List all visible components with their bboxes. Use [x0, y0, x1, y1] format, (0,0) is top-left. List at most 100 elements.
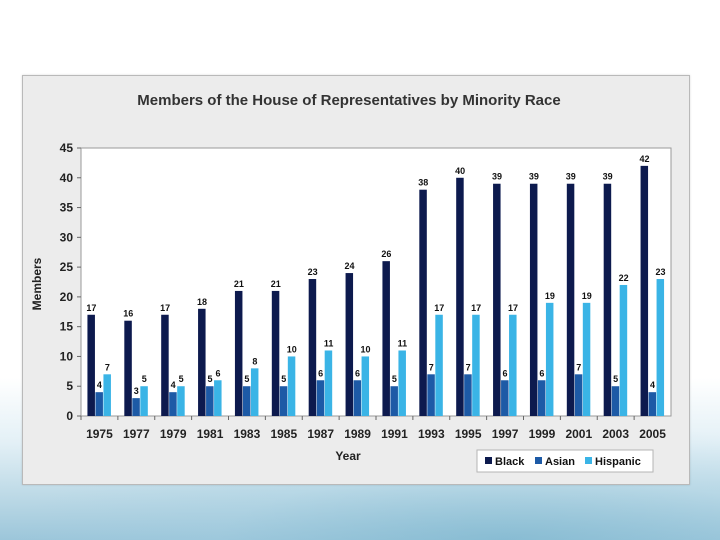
bar-black: [493, 183, 501, 416]
data-label: 7: [576, 362, 581, 372]
data-label: 16: [123, 309, 133, 319]
chart: Members of the House of Representatives …: [30, 92, 672, 473]
x-tick-label: 2005: [639, 427, 666, 441]
bar-hispanic: [582, 302, 591, 416]
data-label: 19: [545, 291, 555, 301]
data-label: 5: [281, 374, 286, 384]
x-tick-label: 2003: [602, 427, 629, 441]
x-tick-label: 1985: [270, 427, 297, 441]
x-axis-label: Year: [335, 449, 361, 463]
data-label: 39: [492, 172, 502, 182]
bar-asian: [242, 386, 251, 416]
data-label: 5: [179, 374, 184, 384]
legend-label-asian: Asian: [545, 456, 575, 468]
legend-box: [476, 449, 654, 473]
bar-asian: [537, 380, 546, 416]
data-label: 40: [455, 166, 465, 176]
bar-asian: [464, 374, 472, 416]
chart-title: Members of the House of Representatives …: [137, 92, 560, 109]
x-tick-label: 1999: [529, 427, 556, 441]
y-tick-label: 25: [60, 260, 74, 274]
bar-hispanic: [103, 374, 111, 416]
bar-asian: [169, 392, 177, 416]
legend-swatch-asian: [535, 457, 542, 464]
bar-black: [345, 273, 354, 416]
bar-asian: [279, 386, 288, 416]
data-label: 21: [271, 279, 281, 289]
data-label: 5: [244, 374, 249, 384]
data-label: 17: [160, 303, 170, 313]
data-label: 6: [318, 368, 323, 378]
data-label: 17: [471, 303, 481, 313]
data-label: 42: [640, 154, 650, 164]
bar-asian: [206, 386, 214, 416]
bar-hispanic: [287, 356, 296, 416]
bar-asian: [95, 392, 103, 416]
bar-black: [603, 183, 612, 416]
bar-hispanic: [545, 302, 554, 416]
bar-black: [161, 314, 169, 416]
bar-black: [271, 290, 280, 416]
y-tick-label: 0: [66, 409, 73, 423]
bar-asian: [132, 398, 140, 416]
y-tick-label: 35: [60, 201, 74, 215]
x-tick-label: 1981: [197, 427, 224, 441]
bar-black: [456, 177, 464, 416]
bar-asian: [353, 380, 362, 416]
data-label: 23: [656, 267, 666, 277]
bar-black: [382, 261, 390, 416]
data-label: 24: [345, 261, 355, 271]
bar-black: [308, 279, 317, 416]
bar-black: [566, 183, 575, 416]
data-label: 5: [142, 374, 147, 384]
data-label: 22: [619, 273, 629, 283]
bar-black: [198, 308, 206, 416]
bar-hispanic: [324, 350, 333, 416]
data-label: 7: [466, 362, 471, 372]
data-label: 5: [613, 374, 618, 384]
data-label: 6: [539, 368, 544, 378]
x-tick-label: 1979: [160, 427, 187, 441]
bar-hispanic: [472, 314, 480, 416]
data-label: 5: [208, 374, 213, 384]
bar-hispanic: [619, 284, 628, 416]
legend-swatch-hispanic: [585, 457, 592, 464]
bar-hispanic: [656, 279, 665, 416]
bar-black: [529, 183, 538, 416]
data-label: 23: [308, 267, 318, 277]
data-label: 39: [566, 172, 576, 182]
y-tick-label: 10: [60, 349, 74, 363]
chart-frame: Members of the House of Representatives …: [22, 75, 690, 485]
bar-black: [124, 320, 132, 416]
data-label: 38: [418, 178, 428, 188]
x-tick-label: 1995: [455, 427, 482, 441]
data-label: 4: [171, 380, 176, 390]
data-label: 39: [603, 172, 613, 182]
legend-label-black: Black: [495, 456, 525, 468]
bar-asian: [427, 374, 435, 416]
data-label: 3: [134, 386, 139, 396]
data-label: 11: [324, 338, 334, 348]
data-label: 10: [287, 344, 297, 354]
x-tick-label: 1983: [234, 427, 261, 441]
bar-black: [419, 189, 427, 416]
bar-hispanic: [250, 368, 259, 416]
data-label: 19: [582, 291, 592, 301]
data-label: 17: [434, 303, 444, 313]
y-tick-label: 45: [60, 141, 74, 155]
bar-asian: [611, 386, 620, 416]
x-tick-label: 1977: [123, 427, 150, 441]
bar-black: [640, 165, 649, 416]
data-label: 4: [97, 380, 102, 390]
plot-area: [80, 147, 672, 417]
legend-swatch-black: [485, 457, 492, 464]
y-axis-label: Members: [30, 257, 44, 310]
data-label: 5: [392, 374, 397, 384]
data-label: 17: [508, 303, 518, 313]
x-tick-label: 1991: [381, 427, 408, 441]
data-label: 6: [355, 368, 360, 378]
y-tick-label: 30: [60, 230, 74, 244]
data-label: 39: [529, 172, 539, 182]
bar-asian: [390, 386, 398, 416]
data-label: 17: [86, 303, 96, 313]
